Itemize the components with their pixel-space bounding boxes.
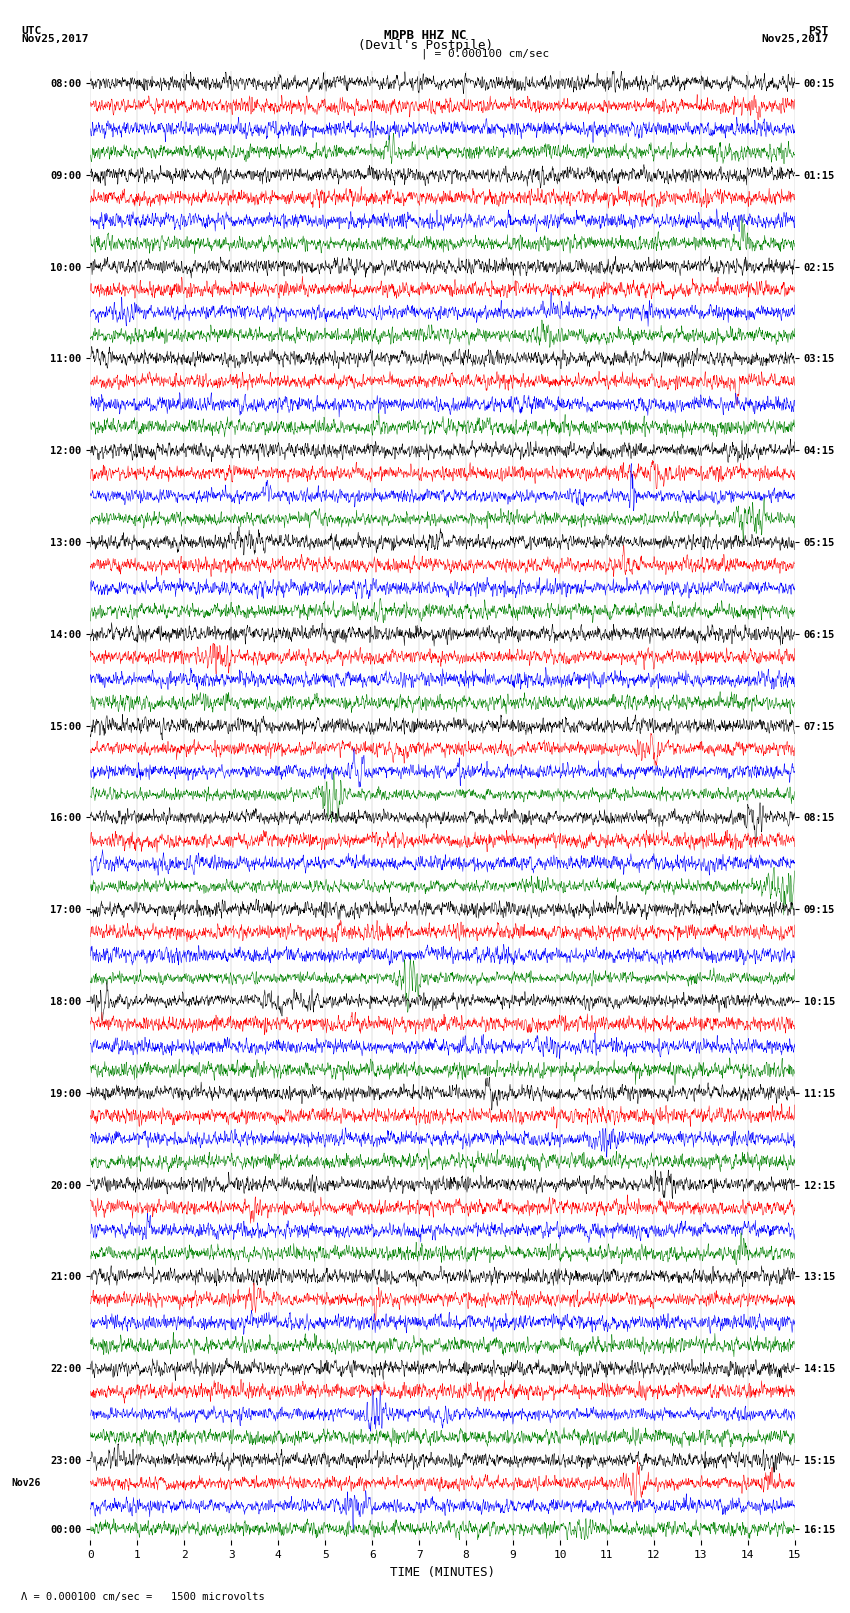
Text: Nov26: Nov26 — [12, 1478, 41, 1487]
Text: Nov25,2017: Nov25,2017 — [21, 34, 88, 44]
X-axis label: TIME (MINUTES): TIME (MINUTES) — [390, 1566, 495, 1579]
Text: Λ = 0.000100 cm/sec =   1500 microvolts: Λ = 0.000100 cm/sec = 1500 microvolts — [21, 1592, 265, 1602]
Text: | = 0.000100 cm/sec: | = 0.000100 cm/sec — [421, 48, 549, 60]
Text: PST: PST — [808, 26, 829, 35]
Text: (Devil's Postpile): (Devil's Postpile) — [358, 39, 492, 52]
Text: UTC: UTC — [21, 26, 42, 35]
Text: MDPB HHZ NC: MDPB HHZ NC — [383, 29, 467, 42]
Text: Nov25,2017: Nov25,2017 — [762, 34, 829, 44]
